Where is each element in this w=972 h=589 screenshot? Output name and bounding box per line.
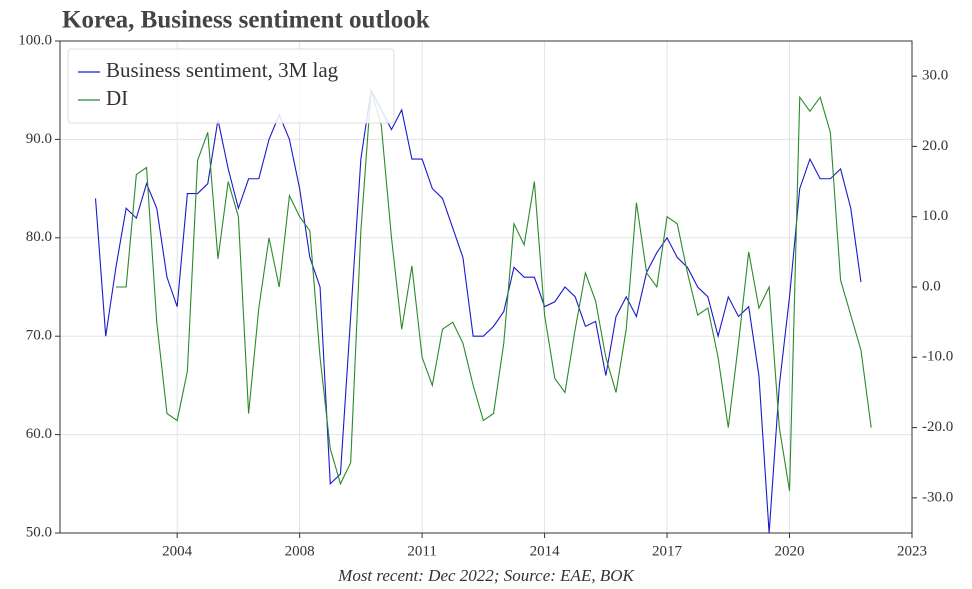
legend-box <box>67 48 395 124</box>
legend-label: DI <box>106 86 128 110</box>
chart-title: Korea, Business sentiment outlook <box>62 7 430 34</box>
legend: Business sentiment, 3M lag DI <box>67 48 395 124</box>
series-line <box>115 90 872 491</box>
y2-tick-label: 30.0 <box>922 68 948 84</box>
axes: 2004 2008 2011 2014 2017 2020 2023 50.0 60.0 70.0… <box>18 32 953 559</box>
y-tick-label: 70.0 <box>26 328 52 344</box>
x-tick-label: 2011 <box>407 543 436 559</box>
plot-lines <box>94 88 872 534</box>
y-tick-label: 50.0 <box>26 524 52 540</box>
y2-tick-label: -30.0 <box>922 489 953 505</box>
y2-tick-label: -20.0 <box>922 419 953 435</box>
x-tick-label: 2023 <box>897 543 927 559</box>
y2-tick-label: 10.0 <box>922 208 948 224</box>
y-tick-label: 100.0 <box>18 32 52 48</box>
caption: Most recent: Dec 2022; Source: EAE, BOK <box>337 566 635 585</box>
x-tick-label: 2004 <box>162 543 193 559</box>
x-tick-label: 2020 <box>775 543 805 559</box>
y-tick-label: 80.0 <box>26 229 52 245</box>
y2-tick-label: 0.0 <box>922 278 941 294</box>
x-tick-label: 2017 <box>652 543 683 559</box>
y-tick-label: 90.0 <box>26 131 52 147</box>
x-tick-label: 2008 <box>285 543 315 559</box>
y2-tick-label: 20.0 <box>922 138 948 154</box>
y2-tick-label: -10.0 <box>922 349 953 365</box>
series-line <box>94 88 862 534</box>
y-tick-label: 60.0 <box>26 426 52 442</box>
x-tick-label: 2014 <box>530 543 561 559</box>
legend-label: Business sentiment, 3M lag <box>106 58 339 82</box>
